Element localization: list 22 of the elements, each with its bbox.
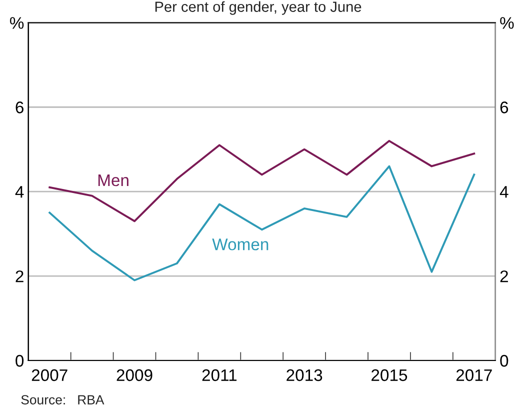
x-tick-label: 2013 <box>286 369 322 382</box>
x-tick-label: 2009 <box>116 369 152 382</box>
y-tick-label: 0 <box>16 354 24 367</box>
y-tick-label: 4 <box>15 186 24 198</box>
line-series <box>48 165 476 282</box>
series-label: Women <box>212 238 268 250</box>
line-series <box>48 140 476 222</box>
x-tick-label: 2007 <box>32 369 68 382</box>
x-tick-label: 2017 <box>456 369 492 382</box>
y-tick-label: 6 <box>16 102 24 114</box>
y2-tick-label: 4 <box>500 186 508 198</box>
x-tick-label: 2011 <box>202 369 237 382</box>
y2-tick-label: 6 <box>500 102 508 114</box>
series-label: Men <box>98 174 128 186</box>
y-tick-label: 2 <box>16 270 24 282</box>
y2-tick-label: 0 <box>500 354 508 367</box>
y2-tick-label: 2 <box>500 270 508 282</box>
chart-title: Per cent of gender, year to June <box>155 1 362 15</box>
source-note: Source: RBA <box>21 395 104 404</box>
y-tick-label: % <box>10 17 24 29</box>
y2-tick-label: % <box>500 17 514 29</box>
x-tick-label: 2015 <box>372 369 408 382</box>
